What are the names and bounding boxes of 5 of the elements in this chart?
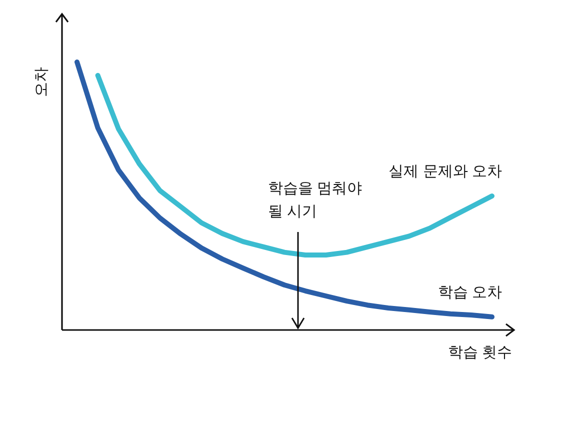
series-label: 학습 오차 bbox=[438, 284, 502, 301]
x-axis-title: 학습 횟수 bbox=[448, 344, 512, 361]
annotation: 학습을 멈춰야 될 시기 bbox=[268, 180, 362, 220]
y-axis-title: 오차 bbox=[33, 67, 50, 97]
series-label: 실제 문제와 오차 bbox=[388, 163, 502, 180]
